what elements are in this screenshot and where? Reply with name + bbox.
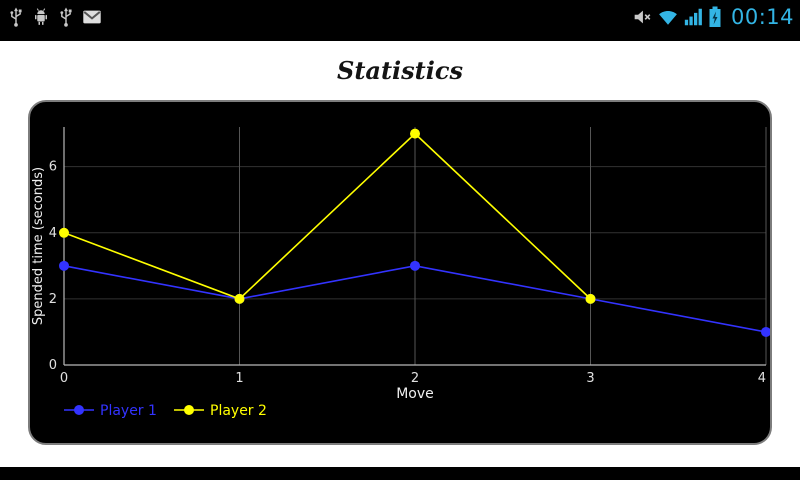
svg-text:Player 1: Player 1 — [100, 403, 157, 419]
chart-panel: 0 1 2 3 4 0 2 4 6 Move Spended time (seconds) Playe… — [28, 100, 772, 445]
svg-text:2: 2 — [411, 371, 419, 386]
svg-text:6: 6 — [49, 160, 57, 175]
usb-icon — [60, 7, 72, 27]
page-title: Statistics — [336, 56, 463, 85]
svg-text:2: 2 — [49, 292, 57, 307]
svg-text:3: 3 — [586, 371, 594, 386]
svg-text:4: 4 — [758, 371, 766, 386]
statistics-line-chart: 0 1 2 3 4 0 2 4 6 Move Spended time (seconds) Playe… — [31, 127, 770, 419]
svg-text:Spended time (seconds): Spended time (seconds) — [31, 167, 46, 325]
status-icons-right: 00:14 — [631, 5, 794, 29]
svg-text:0: 0 — [60, 371, 68, 386]
svg-text:Player 2: Player 2 — [210, 403, 267, 419]
svg-text:0: 0 — [49, 358, 57, 373]
status-clock: 00:14 — [730, 4, 794, 29]
signal-icon — [684, 8, 702, 25]
status-icons-left — [6, 5, 103, 28]
svg-text:4: 4 — [49, 226, 57, 241]
battery-icon — [709, 6, 721, 27]
status-bar[interactable]: 00:14 — [0, 0, 800, 33]
svg-text:1: 1 — [235, 371, 243, 386]
wifi-icon — [659, 10, 677, 25]
svg-text:Move: Move — [396, 386, 434, 402]
mute-icon — [634, 10, 651, 23]
gmail-icon — [83, 10, 101, 23]
app-content: Statistics 0 1 2 3 4 0 2 4 6 Move Spended time (se… — [0, 41, 800, 467]
usb-icon — [10, 7, 22, 27]
usb-debug-icon — [35, 8, 47, 25]
